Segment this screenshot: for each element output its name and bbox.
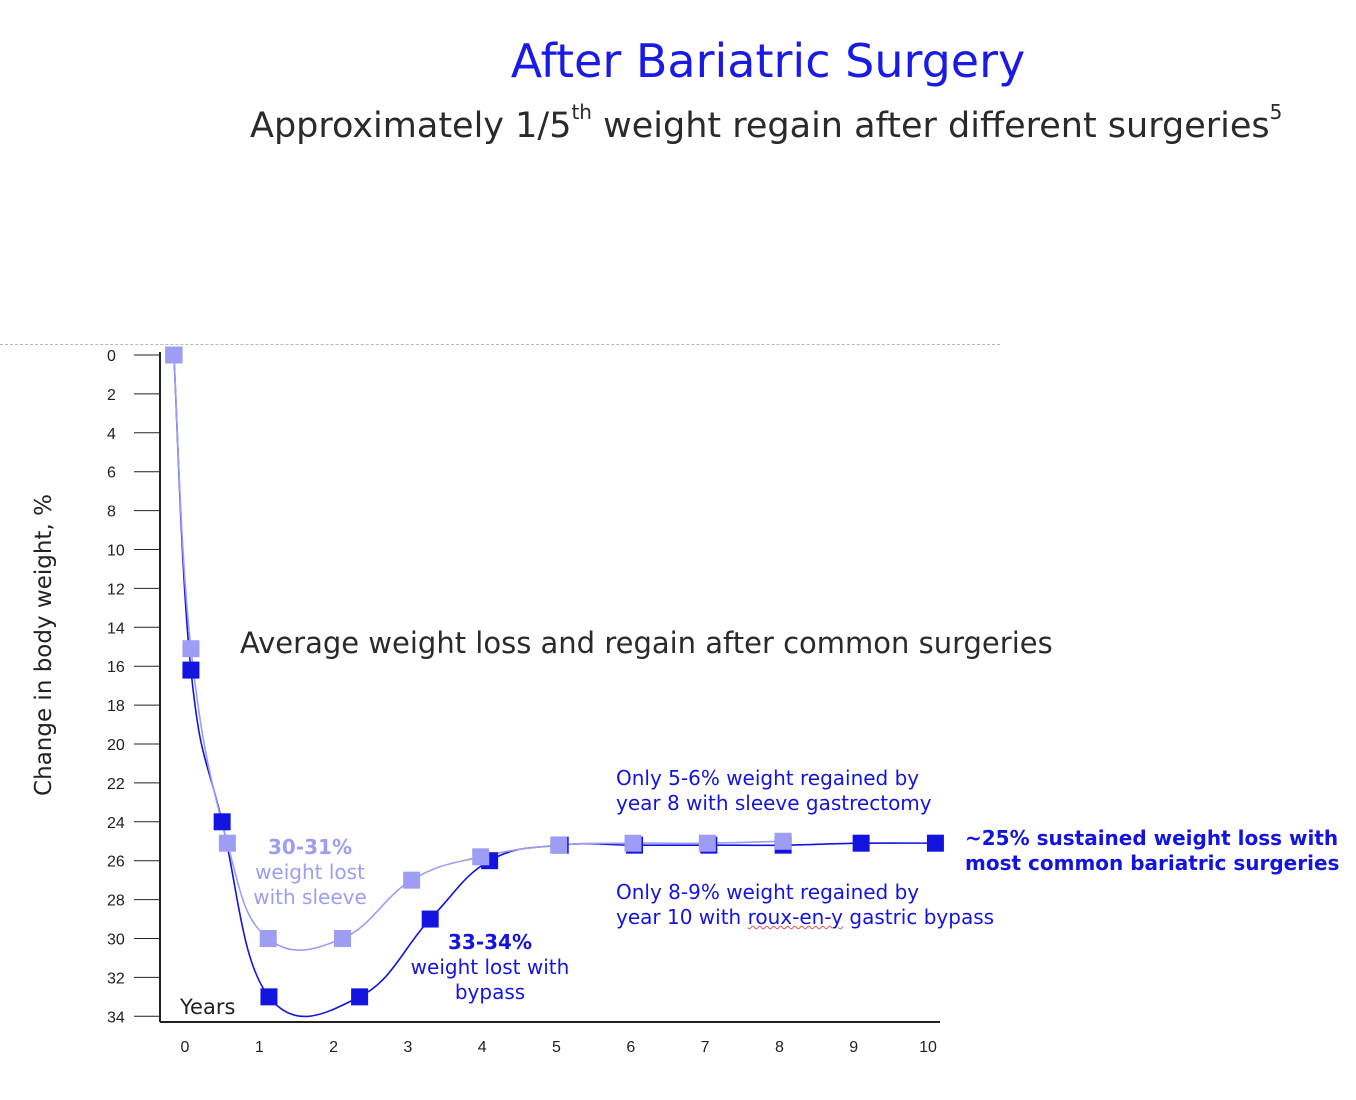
subtitle: Approximately 1/5th weight regain after … — [250, 102, 1282, 146]
sleeve-data-point — [550, 836, 568, 854]
bypass-data-point — [260, 988, 278, 1006]
subtitle-superscript: th — [571, 100, 592, 124]
bypass-regain-line2: year 10 with roux-en-y gastric bypass — [616, 905, 994, 930]
sleeve-data-point — [165, 346, 183, 364]
sleeve-loss-annotation: 30-31% weight lost with sleeve — [253, 835, 367, 910]
bypass-data-point — [926, 834, 944, 852]
sleeve-regain-line1: Only 5-6% weight regained by — [616, 766, 920, 790]
x-tick-label: 0 — [181, 1039, 190, 1056]
y-tick-label: 2 — [107, 387, 116, 404]
bypass-data-point — [182, 661, 200, 679]
page-title: After Bariatric Surgery — [510, 34, 1026, 88]
bypass-data-point — [213, 813, 231, 831]
bypass-regain-annotation: Only 8-9% weight regained by year 10 wit… — [616, 880, 994, 930]
bypass-data-point — [852, 834, 870, 852]
x-tick-label: 4 — [478, 1039, 487, 1056]
bypass-data-point — [351, 988, 369, 1006]
y-tick-label: 34 — [107, 1009, 125, 1026]
bypass-loss-annotation: 33-34% weight lost with bypass — [411, 930, 570, 1005]
y-tick-label: 30 — [107, 932, 125, 949]
subtitle-main: Approximately 1/5 — [250, 106, 572, 146]
y-tick-label: 32 — [107, 970, 125, 987]
sleeve-regain-annotation: Only 5-6% weight regained by year 8 with… — [616, 766, 932, 816]
y-tick-label: 16 — [107, 659, 125, 676]
sleeve-data-point — [218, 834, 236, 852]
subtitle-reference: 5 — [1269, 100, 1283, 124]
sustained-loss-annotation: ~25% sustained weight loss with most com… — [965, 826, 1339, 876]
bypass-loss-line2: bypass — [454, 980, 526, 1004]
y-tick-label: 20 — [107, 737, 125, 754]
sleeve-data-point — [698, 834, 716, 852]
y-tick-label: 24 — [107, 815, 125, 832]
y-axis-label: Change in body weight, % — [31, 494, 57, 796]
x-tick-label: 5 — [552, 1039, 561, 1056]
sleeve-data-point — [624, 834, 642, 852]
y-tick-label: 4 — [107, 426, 116, 443]
sleeve-data-point — [774, 832, 792, 850]
y-tick-label: 0 — [107, 348, 116, 365]
x-tick-label: 9 — [849, 1039, 858, 1056]
y-tick-label: 10 — [107, 543, 125, 560]
x-tick-label: 2 — [329, 1039, 338, 1056]
y-tick-label: 26 — [107, 854, 125, 871]
y-tick-label: 14 — [107, 620, 125, 637]
bypass-regain-line2-c: gastric bypass — [843, 905, 995, 929]
x-tick-label: 6 — [626, 1039, 635, 1056]
y-tick-label: 6 — [107, 465, 116, 482]
bypass-loss-pct: 33-34% — [447, 930, 533, 954]
sleeve-data-point — [259, 930, 277, 947]
sleeve-data-point — [403, 871, 421, 889]
sleeve-loss-pct: 30-31% — [267, 835, 353, 859]
sleeve-loss-line2: with sleeve — [253, 885, 367, 909]
sustained-line1: ~25% sustained weight loss with — [965, 826, 1339, 850]
x-tick-label: 10 — [919, 1039, 937, 1056]
x-tick-label: 3 — [403, 1039, 412, 1056]
x-axis-label: Years — [180, 995, 236, 1019]
y-tick-label: 12 — [107, 581, 125, 598]
roux-en-y-term: roux-en-y — [747, 905, 844, 929]
x-tick-label: 7 — [701, 1039, 710, 1056]
subtitle-rest: weight regain after different surgeries — [592, 106, 1270, 146]
sustained-line2: most common bariatric surgeries — [965, 851, 1340, 875]
sleeve-data-point — [182, 640, 200, 658]
y-tick-label: 18 — [107, 698, 125, 715]
x-tick-label: 8 — [775, 1039, 784, 1056]
sleeve-regain-line2: year 8 with sleeve gastrectomy — [616, 791, 932, 815]
y-tick-label: 22 — [107, 776, 125, 793]
sleeve-data-point — [334, 930, 352, 947]
sleeve-loss-line1: weight lost — [255, 860, 365, 884]
bypass-regain-line2-a: year 10 with — [616, 905, 748, 929]
chart-title: Average weight loss and regain after com… — [240, 626, 1053, 660]
y-tick-label: 8 — [107, 504, 116, 521]
x-tick-label: 1 — [255, 1039, 264, 1056]
y-tick-label: 28 — [107, 893, 125, 910]
bypass-data-point — [421, 910, 439, 928]
bypass-loss-line1: weight lost with — [410, 955, 570, 979]
dashed-divider — [0, 344, 1000, 345]
sleeve-data-point — [472, 848, 490, 866]
bypass-regain-line1: Only 8-9% weight regained by — [616, 880, 920, 904]
